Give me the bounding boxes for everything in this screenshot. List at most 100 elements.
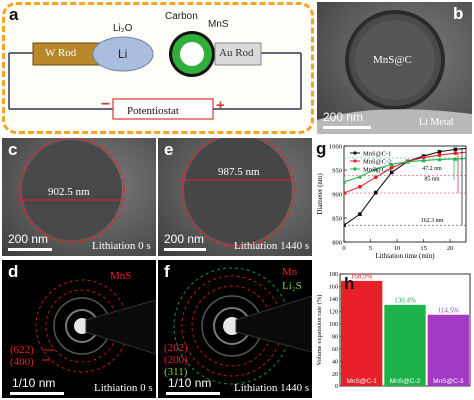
data-point <box>389 165 394 170</box>
y-tick-label: 0 <box>335 384 338 390</box>
panel-d-caption: Lithiation 0 s <box>94 382 153 394</box>
data-point <box>453 151 458 156</box>
data-point <box>344 223 346 227</box>
data-point <box>389 170 394 175</box>
beam-stop <box>85 299 156 355</box>
x-tick-label: 20 <box>447 245 454 252</box>
data-point <box>437 157 442 162</box>
data-point <box>469 156 473 160</box>
panel-g-label: g <box>316 139 326 158</box>
annotation: 162.3 nm <box>421 218 444 224</box>
x-tick-label: 15 <box>420 245 427 252</box>
panel-d-saed: d MnS (622) (400) 1/10 nm Lithiation 0 s <box>2 260 156 398</box>
legend-marker <box>353 159 357 163</box>
panel-f-caption: Lithiation 1440 s <box>234 382 310 394</box>
panel-c-label: c <box>8 140 18 159</box>
data-point <box>437 153 442 158</box>
data-point <box>358 184 362 189</box>
legend-marker <box>353 151 357 155</box>
panel-b-scalebar <box>323 126 371 129</box>
x-tick-label: 5 <box>369 245 372 252</box>
au-rod <box>214 42 262 66</box>
particle-e-outline <box>181 138 295 247</box>
particle-c <box>22 140 122 240</box>
panel-f-saed: f Mn Li₂S (202) (200) (311) 1/10 nm Lith… <box>158 260 312 398</box>
panel-f-label: f <box>164 262 170 281</box>
x-tick-label: 0 <box>342 245 345 252</box>
annotation: 85 nm <box>424 177 440 183</box>
diameter-e: 987.5 nm <box>218 166 260 178</box>
panel-f-scale-text: 1/10 nm <box>168 376 212 390</box>
bar-MnS@C-3 <box>427 314 469 386</box>
mns-label: MnS <box>208 19 229 30</box>
y-tick-label: 180 <box>329 272 338 278</box>
y-tick-label: 40 <box>332 359 338 365</box>
diameter-line-chart: 800 850 900 950 1000 0 5 10 15 20 Lithiation time … <box>316 139 473 260</box>
li2o-label: Li₂O <box>113 23 133 34</box>
bar-category-label: MnS@C-2 <box>390 378 421 385</box>
plot-area <box>344 147 473 227</box>
beam-stop <box>235 295 312 353</box>
annotation: 47.2 nm <box>422 166 442 172</box>
panel-e-tem: e 987.5 nm 200 nm Lithiation 1440 s <box>158 138 312 256</box>
x-tick-label: 10 <box>394 245 401 252</box>
data-point <box>453 147 458 152</box>
ring-202: (202) <box>164 342 188 354</box>
y-tick-label: 950 <box>332 168 342 175</box>
y-tick-label: 900 <box>332 192 342 199</box>
data-point <box>374 190 378 195</box>
data-point <box>358 212 362 216</box>
panel-e-label: e <box>164 140 174 159</box>
y-tick-label: 100 <box>329 322 338 328</box>
panel-d-scalebar <box>10 392 64 395</box>
panel-c-caption: Lithiation 0 s <box>92 240 151 252</box>
schematic-svg <box>8 31 302 120</box>
panel-d-phase: MnS <box>110 270 132 282</box>
li-electrode <box>92 36 154 72</box>
carbon-label: Carbon <box>165 11 198 22</box>
panel-f-scalebar <box>166 392 220 395</box>
li-label: Li <box>118 47 128 61</box>
panel-b-tem: b MnS@C Li Metal 200 nm <box>317 2 472 134</box>
legend-label: MnS@C-3 <box>363 166 391 173</box>
potentiostat-label: Potentiostat <box>127 105 179 117</box>
y-axis-label: Diameter (nm) <box>316 173 324 215</box>
ring-622: (622) <box>10 344 34 356</box>
bar-MnS@C-1 <box>341 280 383 386</box>
panel-e-scalebar <box>164 248 206 251</box>
y-tick-label: 850 <box>332 216 342 223</box>
y-tick-label: 140 <box>329 297 338 303</box>
bar-MnS@C-2 <box>384 304 426 386</box>
particle-b-label: MnS@C <box>373 54 412 66</box>
y-axis-label: Volume expansion rate (%) <box>316 295 323 366</box>
data-point <box>421 155 426 160</box>
panel-e-caption: Lithiation 1440 s <box>234 240 310 252</box>
y-tick-label: 80 <box>332 334 338 340</box>
potentiostat-box <box>112 98 214 120</box>
legend-marker <box>353 167 357 171</box>
panel-c-scalebar <box>8 248 52 251</box>
panel-c-scale-text: 200 nm <box>8 232 49 246</box>
data-point <box>421 158 426 163</box>
bar-value-label: 168.9% <box>351 272 373 280</box>
minus-sign: − <box>101 96 111 113</box>
bar-value-label: 114.5% <box>438 306 459 314</box>
data-point <box>389 162 394 167</box>
ring-400: (400) <box>10 356 34 368</box>
panel-g-chart: 800 850 900 950 1000 0 5 10 15 20 Lithiation time … <box>314 138 474 262</box>
data-point <box>437 149 442 154</box>
bar-category-label: MnS@C-1 <box>346 378 377 385</box>
li-metal-label: Li Metal <box>419 117 454 128</box>
bar-value-label: 130.4% <box>394 296 416 304</box>
bar-category-label: MnS@C-3 <box>433 378 464 385</box>
panel-a-label: a <box>9 5 19 24</box>
data-point <box>373 166 379 171</box>
y-tick-label: 20 <box>332 372 338 378</box>
mns-core <box>180 42 204 66</box>
ring-200: (200) <box>164 354 188 366</box>
data-point <box>373 175 378 180</box>
panel-h-label: h <box>344 274 354 293</box>
w-rod-label: W Rod <box>45 47 77 59</box>
particle-e <box>184 138 292 244</box>
diameter-c: 902.5 nm <box>48 186 90 198</box>
